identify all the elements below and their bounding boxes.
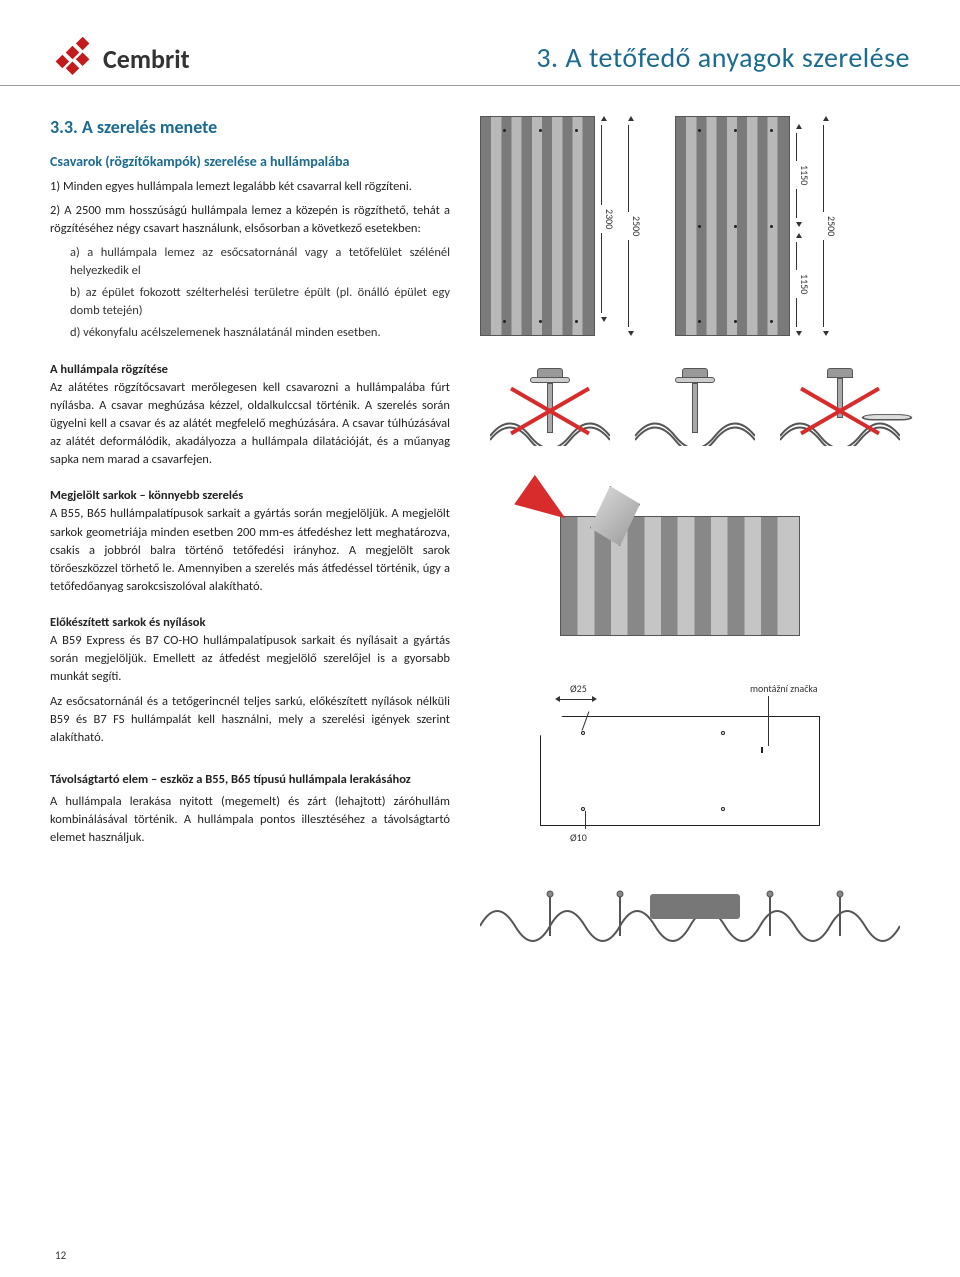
list-item: a) a hullámpala lemez az esőcsatornánál … xyxy=(70,244,450,280)
cross-icon xyxy=(780,366,900,456)
list-item: b) az épület fokozott szélterhelési terü… xyxy=(70,284,450,320)
marking-figure: Ø25 montážní značka Ø10 xyxy=(500,676,880,846)
section-heading: 3.3. A szerelés menete xyxy=(50,116,450,138)
list-item: d) vékonyfalu acélszelemenek használatán… xyxy=(70,324,450,342)
spacer-block xyxy=(650,894,740,919)
dim-2300: 2300 xyxy=(601,116,618,336)
prep-body1: A B59 Express és B7 CO-HO hullámpalatípu… xyxy=(50,632,450,686)
screw-wrong-2 xyxy=(780,366,900,456)
brand-name: Cembrit xyxy=(103,43,190,75)
sheet-right: 1150 1150 2500 xyxy=(675,116,840,336)
prep-title: Előkészített sarkok és nyílások xyxy=(50,614,450,632)
spacer-body: A hullámpala lerakása nyitott (megemelt)… xyxy=(50,793,450,847)
spacer-title: Távolságtartó elem – eszköz a B55, B65 t… xyxy=(50,771,450,789)
dim-label: 2500 xyxy=(628,216,645,236)
fix-body: Az alátétes rögzítőcsavart merőlegesen k… xyxy=(50,379,450,470)
screw-figures xyxy=(480,366,910,456)
spacer-figure xyxy=(480,876,900,946)
corrugated-sheet xyxy=(560,516,800,636)
mark-label: montážní značka xyxy=(750,682,818,695)
screw-correct xyxy=(635,366,755,456)
page-header: Cembrit 3. A tetőfedő anyagok szerelése xyxy=(0,0,960,86)
prep-body2: Az esőcsatornánál és a tetőgerincnél tel… xyxy=(50,693,450,747)
dim-label: 1150 xyxy=(796,274,813,294)
p2: 2) A 2500 mm hosszúságú hullámpala lemez… xyxy=(50,202,450,238)
corner-break-figure xyxy=(520,486,880,646)
screw-wrong-1 xyxy=(490,366,610,456)
brand-logo: Cembrit xyxy=(50,30,190,75)
fix-title: A hullámpala rögzítése xyxy=(50,361,450,379)
sheet-left: 2300 2500 xyxy=(480,116,645,336)
dim-d10: Ø10 xyxy=(570,831,587,844)
p1: 1) Minden egyes hullámpala lemezt legalá… xyxy=(50,178,450,196)
corrugated-sheet xyxy=(675,116,790,336)
section-prep: Előkészített sarkok és nyílások A B59 Ex… xyxy=(50,614,450,747)
page-title: 3. A tetőfedő anyagok szerelése xyxy=(536,40,910,75)
dim-2500-r: 2500 xyxy=(823,116,840,336)
dim-1150-top: 1150 1150 xyxy=(796,116,813,336)
dim-label: 1150 xyxy=(796,165,813,185)
sheet-diagrams: 2300 2500 xyxy=(480,116,910,336)
corners-title: Megjelölt sarkok – könnyebb szerelés xyxy=(50,487,450,505)
corners-body: A B55, B65 hullámpalatípusok sarkait a g… xyxy=(50,505,450,596)
corrugated-sheet xyxy=(480,116,595,336)
dim-2500: 2500 xyxy=(628,116,645,336)
dim-label: 2500 xyxy=(823,216,840,236)
panel-outline xyxy=(540,716,820,826)
logo-icon xyxy=(50,30,95,75)
dim-label: 2300 xyxy=(601,209,618,229)
right-column: 2300 2500 xyxy=(480,116,910,946)
dim-d25: Ø25 xyxy=(570,682,587,695)
surface-icon xyxy=(635,406,755,446)
case-list: a) a hullámpala lemez az esőcsatornánál … xyxy=(70,244,450,343)
left-column: 3.3. A szerelés menete Csavarok (rögzítő… xyxy=(50,116,450,946)
section-spacer: Távolságtartó elem – eszköz a B55, B65 t… xyxy=(50,771,450,848)
cross-icon xyxy=(490,366,610,456)
content-area: 3.3. A szerelés menete Csavarok (rögzítő… xyxy=(0,86,960,946)
section-corners: Megjelölt sarkok – könnyebb szerelés A B… xyxy=(50,487,450,596)
section-33: 3.3. A szerelés menete Csavarok (rögzítő… xyxy=(50,116,450,343)
page-number: 12 xyxy=(55,1249,66,1262)
sub-heading-screws: Csavarok (rögzítőkampók) szerelése a hul… xyxy=(50,152,450,172)
section-fix: A hullámpala rögzítése Az alátétes rögzí… xyxy=(50,361,450,470)
